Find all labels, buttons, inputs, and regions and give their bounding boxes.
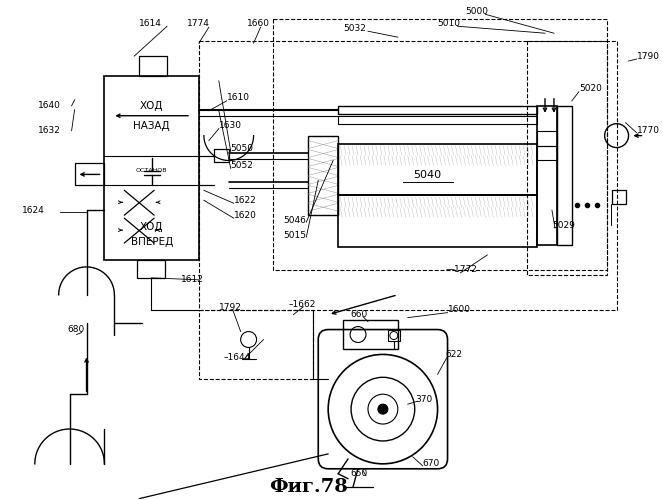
Bar: [557, 106, 572, 245]
Text: 622: 622: [446, 350, 463, 359]
Bar: [527, 41, 607, 275]
Text: 1630: 1630: [219, 121, 242, 130]
Text: 1614: 1614: [139, 18, 162, 28]
Text: 5020: 5020: [579, 84, 602, 94]
Text: 5015: 5015: [284, 230, 306, 239]
Bar: [388, 330, 400, 342]
Bar: [137, 260, 165, 278]
Bar: [338, 144, 537, 196]
Text: 1770: 1770: [636, 126, 660, 135]
Text: НАЗАД: НАЗАД: [133, 120, 170, 130]
Text: 1612: 1612: [181, 276, 204, 284]
Bar: [199, 41, 617, 310]
Text: ХОД: ХОД: [140, 101, 163, 111]
Bar: [274, 20, 607, 270]
Text: 5010: 5010: [438, 18, 461, 28]
Text: 1624: 1624: [22, 206, 44, 214]
Text: 1600: 1600: [448, 305, 471, 314]
Text: 5000: 5000: [465, 7, 489, 16]
Text: ОСТАНОВ: ОСТАНОВ: [136, 168, 168, 173]
Bar: [537, 146, 557, 160]
Bar: [343, 320, 398, 350]
Bar: [537, 106, 557, 245]
Bar: [537, 130, 557, 146]
Text: 1610: 1610: [227, 94, 250, 102]
Bar: [214, 148, 229, 162]
Text: –1662: –1662: [288, 300, 316, 309]
Text: ВПЕРЕД: ВПЕРЕД: [131, 237, 173, 247]
Text: 5052: 5052: [231, 161, 254, 170]
Text: –1644: –1644: [224, 353, 251, 362]
Bar: [338, 106, 537, 114]
Text: 1790: 1790: [636, 52, 660, 60]
Text: 5040: 5040: [414, 170, 442, 180]
Text: 680: 680: [68, 325, 85, 334]
Text: 650: 650: [350, 470, 367, 478]
Text: 670: 670: [423, 460, 440, 468]
Circle shape: [378, 404, 388, 414]
Bar: [338, 116, 537, 124]
Text: 1774: 1774: [187, 18, 210, 28]
Bar: [308, 136, 338, 215]
Bar: [105, 76, 199, 260]
Bar: [612, 190, 626, 204]
Text: 5046: 5046: [284, 216, 306, 224]
Bar: [199, 310, 314, 380]
Text: 370: 370: [416, 394, 433, 404]
Text: 1622: 1622: [234, 196, 257, 205]
Text: 1632: 1632: [38, 126, 61, 135]
Bar: [338, 196, 537, 247]
Text: 660: 660: [350, 310, 367, 319]
Bar: [75, 164, 105, 186]
Text: 5050: 5050: [231, 144, 254, 153]
Text: —1772: —1772: [446, 266, 477, 274]
Text: 1640: 1640: [38, 102, 61, 110]
Text: ХОД: ХОД: [140, 222, 163, 232]
Text: 5029: 5029: [552, 220, 575, 230]
Text: 1620: 1620: [234, 210, 257, 220]
Bar: [139, 56, 167, 76]
Text: 5032: 5032: [343, 24, 366, 32]
Text: Фиг.78: Фиг.78: [269, 478, 347, 496]
Text: 1792: 1792: [219, 303, 242, 312]
Text: 1660: 1660: [247, 18, 270, 28]
